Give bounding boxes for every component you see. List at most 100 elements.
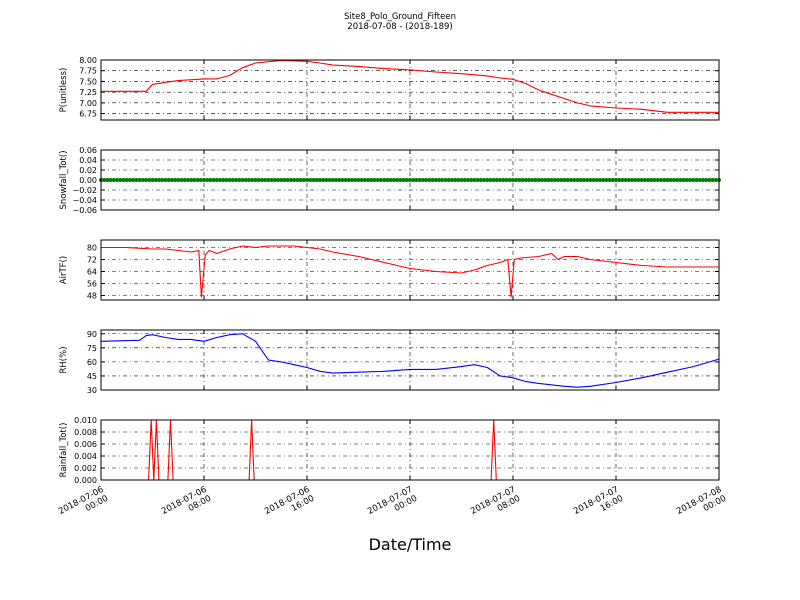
x-tick-label: 2018-07-0616:00 [263,485,316,526]
snowfall-data-point [240,178,245,182]
snowfall-data-point [578,178,583,182]
snowfall-data-point [153,178,158,182]
snowfall-data-point [346,178,351,182]
snowfall-data-point [388,178,393,182]
snowfall-data-point [140,178,145,182]
snowfall-data-point [288,178,293,182]
snowfall-data-point [250,178,255,182]
snowfall-data-point [704,178,709,182]
snowfall-data-point [485,178,490,182]
snowfall-data-point [675,178,680,182]
snowfall-data-point [436,178,441,182]
snowfall-data-point [124,178,129,182]
snowfall-data-point [588,178,593,182]
snowfall-data-point [472,178,477,182]
snowfall-data-point [517,178,522,182]
snowfall-data-point [150,178,155,182]
snowfall-data-point [305,178,309,182]
snowfall-data-point [523,178,528,182]
snowfall-data-point [211,178,216,182]
snowfall-data-point [256,178,261,182]
snowfall-data-point [350,178,355,182]
snowfall-data-point [607,178,612,182]
snowfall-data-point [572,178,577,182]
y-tick-label: −0.02 [72,186,97,195]
snowfall-data-point [585,178,590,182]
axes-frame [100,239,720,301]
y-tick-label: 75 [87,344,97,353]
y-axis-label: AirTF() [59,256,69,284]
snowfall-data-point [453,178,458,182]
snowfall-data-point [176,178,181,182]
snowfall-data-point [433,178,438,182]
snowfall-data-point [276,178,281,182]
snowfall-data-point [498,178,503,182]
axes-frame [100,149,720,211]
snowfall-data-point [292,178,297,182]
y-tick-label: 80 [87,244,97,253]
snowfall-data-point [118,178,123,182]
y-tick-label: 0.004 [74,452,97,461]
y-tick-label: 0.02 [79,166,97,175]
snowfall-data-point [395,178,400,182]
snowfall-data-point [160,178,165,182]
snowfall-data-point [546,178,551,182]
snowfall-data-point [568,178,573,182]
snowfall-data-point [549,178,554,182]
snowfall-data-point [173,178,178,182]
y-tick-label: 8.00 [79,56,97,65]
snowfall-data-point [646,178,651,182]
snowfall-data-point [504,178,509,182]
y-tick-label: 6.75 [79,110,97,119]
snowfall-data-point [527,178,532,182]
snowfall-data-point [234,178,239,182]
snowfall-data-point [601,178,606,182]
snowfall-data-point [668,178,673,182]
snowfall-data-point [247,178,252,182]
snowfall-data-point [382,178,387,182]
y-tick-label: 7.00 [79,99,97,108]
snowfall-data-point [552,178,557,182]
snowfall-data-point [488,178,493,182]
snowfall-data-point [539,178,544,182]
snowfall-data-point [514,178,519,182]
snowfall-data-point [565,178,570,182]
y-tick-label: 48 [87,292,97,301]
y-tick-label: −0.06 [72,206,97,215]
snowfall-data-point [511,178,515,182]
snowfall-data-point [372,178,377,182]
snowfall-data-point [144,178,149,182]
snowfall-data-point [301,178,306,182]
snowfall-data-point [156,178,161,182]
snowfall-data-point [195,178,200,182]
axes-frame [100,419,720,481]
snowfall-data-point [243,178,248,182]
y-axis-label: RH(%) [59,346,69,373]
snowfall-data-point [713,178,718,182]
y-tick-label: 0.000 [74,476,97,485]
x-tick-label: 2018-07-0800:00 [675,485,728,526]
snowfall-data-point [559,178,564,182]
snowfall-data-point [420,178,425,182]
snowfall-data-point [356,178,361,182]
snowfall-data-point [198,178,203,182]
snowfall-data-point [311,178,316,182]
y-tick-label: 45 [87,372,97,381]
snowfall-data-point [202,178,206,182]
snowfall-data-point [121,178,126,182]
snowfall-data-point [614,178,618,182]
snowfall-data-point [259,178,264,182]
snowfall-data-point [536,178,541,182]
snowfall-data-point [337,178,342,182]
snowfall-data-point [424,178,429,182]
snowfall-data-point [427,178,432,182]
x-axis-label: Date/Time [369,535,452,554]
y-tick-label: 0.008 [74,428,97,437]
snowfall-data-point [469,178,474,182]
y-tick-label: 0.04 [79,156,97,165]
snowfall-data-point [179,178,184,182]
snowfall-data-point [533,178,538,182]
snowfall-data-point [330,178,335,182]
subplot-panels: 6.75 7.00 7.25 7.507.75 8.00 P(unitless) −0.06… [59,56,721,485]
